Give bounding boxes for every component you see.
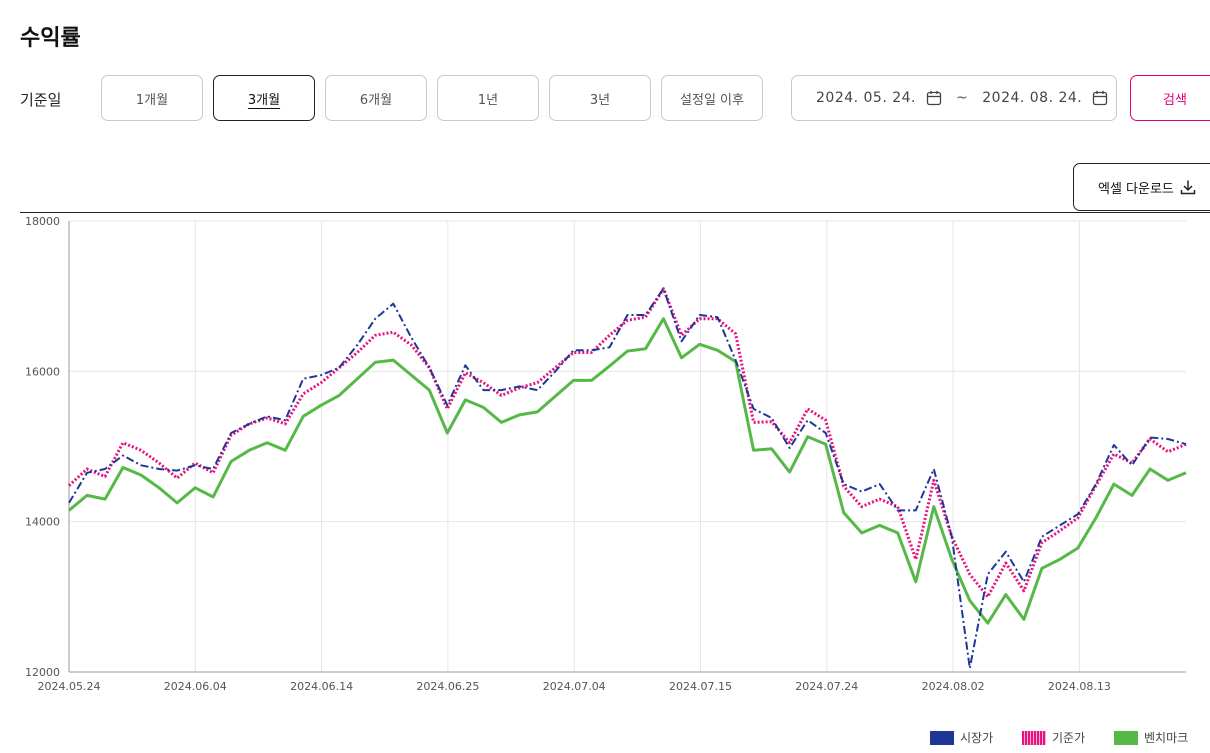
period-label: 6개월 [359,92,393,108]
y-tick-label: 14000 [25,516,60,529]
section-divider [20,212,1210,213]
x-tick-label: 2024.06.04 [164,680,227,693]
legend-swatch-bench [1114,730,1138,745]
series-line-bench [68,317,1187,625]
y-tick-label: 16000 [25,365,60,378]
x-tick-label: 2024.07.04 [543,680,606,693]
legend-item-bench[interactable]: 벤치마크 [1114,729,1188,746]
period-label: 1년 [477,92,499,108]
search-button[interactable]: 검색 [1130,75,1210,121]
period-6m-button[interactable]: 6개월 [325,75,427,121]
legend-item-base[interactable]: 기준가 [1022,729,1085,746]
legend-item-market[interactable]: 시장가 [930,729,993,746]
period-label: 3년 [589,92,611,108]
legend-label: 벤치마크 [1144,731,1189,745]
page-title: 수익률 [20,26,81,51]
period-3m-button[interactable]: 3개월 [213,75,315,121]
y-tick-label: 18000 [25,215,60,228]
line-chart: 12000 14000 16000 18000 2024.05.24 2024.06.04… [25,215,1187,693]
x-tick-label: 2024.07.15 [669,680,732,693]
legend-swatch-market [930,730,954,745]
y-tick-label: 12000 [25,666,60,679]
period-label: 1개월 [135,92,169,108]
x-tick-label: 2024.05.24 [38,680,101,693]
series-line-base [67,287,1187,599]
x-tick-label: 2024.08.02 [922,680,985,693]
base-date-label: 기준일 [20,91,62,109]
search-label: 검색 [1163,92,1187,108]
x-tick-label: 2024.06.14 [290,680,353,693]
period-label: 설정일 이후 [680,92,744,108]
end-date-value[interactable]: 2024. 08. 24. [982,90,1083,106]
download-icon [1180,180,1196,195]
calendar-icon[interactable] [926,90,942,106]
series-line-market [68,287,1187,670]
period-3y-button[interactable]: 3년 [549,75,651,121]
legend-swatch-base [1022,730,1046,745]
period-since-inception-button[interactable]: 설정일 이후 [661,75,763,121]
x-tick-label: 2024.06.25 [416,680,479,693]
period-1y-button[interactable]: 1년 [437,75,539,121]
date-separator: ~ [956,90,969,106]
date-range-picker[interactable]: 2024. 05. 24. ~ 2024. 08. 24. [791,75,1117,121]
legend-label: 기준가 [1052,731,1086,745]
legend-label: 시장가 [960,731,994,745]
x-tick-label: 2024.08.13 [1048,680,1111,693]
period-1m-button[interactable]: 1개월 [101,75,203,121]
calendar-icon[interactable] [1092,90,1108,106]
excel-download-label: 엑셀 다운로드 [1098,181,1174,197]
period-label: 3개월 [247,92,281,108]
start-date-value[interactable]: 2024. 05. 24. [816,90,917,106]
x-tick-label: 2024.07.24 [795,680,858,693]
excel-download-button[interactable]: 엑셀 다운로드 [1073,163,1210,211]
